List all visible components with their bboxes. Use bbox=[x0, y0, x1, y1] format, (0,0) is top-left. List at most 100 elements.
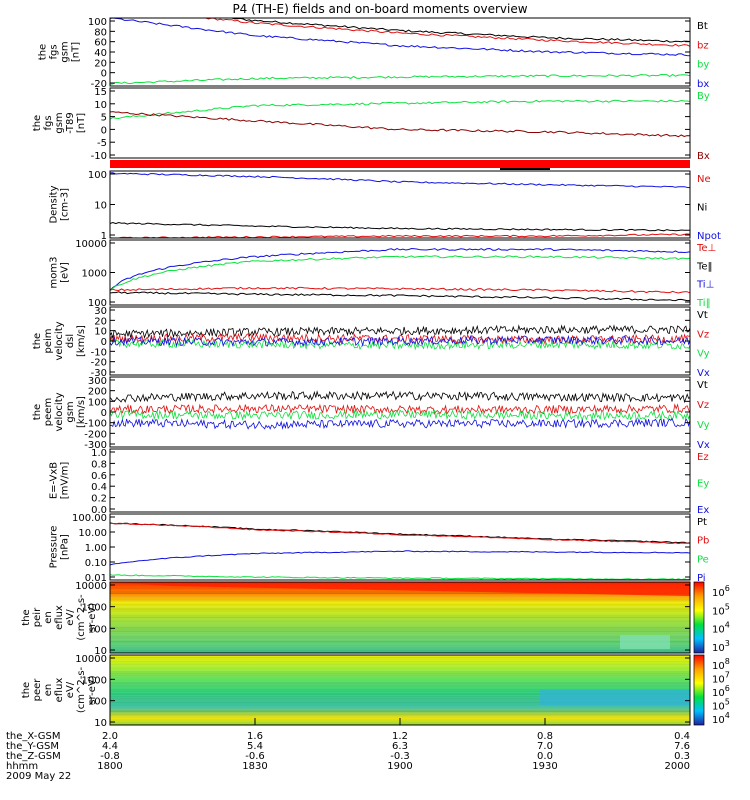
y-axis-label-line: [mV/m] bbox=[60, 462, 71, 500]
legend-Ey: Ey bbox=[697, 479, 709, 490]
series-line-Vz bbox=[109, 403, 691, 416]
spectrogram-texture bbox=[110, 605, 690, 607]
y-tick-label: 10000 bbox=[75, 581, 107, 592]
legend-Vt: Vt bbox=[697, 380, 708, 391]
spectrogram-texture bbox=[110, 710, 690, 712]
legend-Te‖: Te‖ bbox=[696, 261, 713, 272]
series-line-Vx bbox=[109, 417, 691, 430]
series-line-Ne bbox=[109, 233, 691, 239]
y-tick-label: 10 bbox=[94, 201, 107, 212]
spectrogram-texture bbox=[110, 700, 690, 702]
spectrogram-texture bbox=[110, 600, 690, 602]
y-tick-label: 100 bbox=[88, 697, 107, 708]
y-axis-label-line: eV/ bbox=[65, 609, 76, 626]
series-line-Pt bbox=[109, 522, 691, 544]
y-tick-label: 1000 bbox=[82, 675, 107, 686]
y-tick-label: 15 bbox=[94, 87, 107, 98]
spectrogram-texture bbox=[110, 615, 690, 617]
ephemeris-value: 2.0 bbox=[102, 731, 118, 742]
legend-Vt: Vt bbox=[697, 310, 708, 321]
spectrogram-texture bbox=[110, 595, 690, 597]
spectrogram-texture bbox=[110, 628, 690, 630]
legend-by: by bbox=[697, 60, 709, 71]
y-tick-label: 10000 bbox=[75, 654, 107, 665]
spectrogram-texture bbox=[110, 597, 690, 599]
y-tick-label: -30 bbox=[91, 368, 107, 379]
spectrogram-texture bbox=[110, 626, 690, 628]
y-axis-label-line: the bbox=[38, 44, 49, 60]
spectrogram-texture bbox=[110, 607, 690, 609]
y-tick-label: 0 bbox=[101, 69, 107, 80]
y-tick-label: 0.8 bbox=[91, 459, 107, 470]
y-tick-label: 0.6 bbox=[91, 471, 107, 482]
ephemeris-value: 4.4 bbox=[102, 741, 118, 752]
spectrogram-texture bbox=[110, 671, 690, 673]
y-axis-label-line: E=-VxB bbox=[49, 462, 60, 499]
y-axis-label-line: en bbox=[43, 684, 54, 697]
spectrogram-texture bbox=[110, 699, 690, 701]
spectrogram-texture bbox=[110, 698, 690, 700]
y-axis-label-line: (cm^2-s- bbox=[76, 666, 87, 713]
y-tick-label: -100 bbox=[84, 419, 107, 430]
spectrogram-texture bbox=[110, 630, 690, 632]
y-tick-label: 1.0 bbox=[91, 448, 107, 459]
y-tick-label: -20 bbox=[91, 79, 107, 90]
spectrogram-texture bbox=[110, 675, 690, 677]
spectrogram-texture bbox=[110, 656, 690, 658]
spectrogram-texture bbox=[110, 608, 690, 610]
mode-state-bar bbox=[110, 160, 690, 168]
spectrogram-texture bbox=[110, 616, 690, 618]
spectrogram-texture bbox=[110, 610, 690, 612]
y-axis-label-line: the bbox=[21, 682, 32, 698]
spectrogram-texture bbox=[110, 640, 690, 642]
spectrogram-texture bbox=[110, 710, 690, 712]
y-tick-label: 10000 bbox=[75, 239, 107, 250]
series-line-Vy bbox=[109, 408, 691, 421]
spectrogram-texture bbox=[110, 711, 690, 713]
y-tick-label: 10.00 bbox=[78, 528, 107, 539]
spectrogram-texture bbox=[110, 690, 690, 692]
spectrogram-texture bbox=[110, 685, 690, 687]
legend-Ez: Ez bbox=[697, 452, 709, 463]
y-axis-label-line: [km/s] bbox=[76, 396, 87, 428]
series-line-Vt bbox=[109, 390, 691, 404]
spectrogram-texture bbox=[110, 715, 690, 717]
date-label: 2009 May 22 bbox=[6, 771, 71, 782]
spectrogram-texture bbox=[110, 635, 690, 637]
y-tick-label: -20 bbox=[91, 358, 107, 369]
y-tick-label: 0 bbox=[101, 337, 107, 348]
y-tick-label: 10 bbox=[94, 100, 107, 111]
colorbar-tick-label: 103 bbox=[712, 639, 730, 654]
spectrogram-texture bbox=[110, 684, 690, 686]
ephemeris-value: -0.6 bbox=[245, 751, 265, 762]
spectrogram-texture bbox=[110, 595, 690, 597]
spectrogram-texture bbox=[110, 701, 690, 703]
spectrogram-texture bbox=[110, 592, 690, 594]
spectrogram-texture bbox=[110, 643, 690, 645]
ephemeris-value: 7.6 bbox=[674, 741, 690, 752]
y-tick-label: 100.00 bbox=[72, 513, 107, 524]
spectrogram-texture bbox=[110, 693, 690, 695]
spectrogram-texture bbox=[110, 637, 690, 639]
series-line-Ti‖ bbox=[109, 255, 691, 292]
panel-frame bbox=[109, 448, 691, 513]
y-tick-label: 300 bbox=[88, 376, 107, 387]
spectrogram-texture bbox=[110, 617, 690, 619]
y-tick-label: 200 bbox=[88, 387, 107, 398]
y-axis-label-line: Density bbox=[49, 185, 60, 223]
y-axis-label-line: [nT] bbox=[76, 113, 87, 133]
legend-Pt: Pt bbox=[697, 517, 707, 528]
panel-frame bbox=[109, 581, 691, 654]
ephemeris-value: 6.3 bbox=[392, 741, 408, 752]
y-tick-label: 40 bbox=[94, 48, 107, 59]
spectrogram-texture bbox=[110, 677, 690, 679]
spectrogram-texture bbox=[110, 640, 690, 642]
panel-pressure: Pt Pb Pe Pi 100.00 10.00 1.00 0.10 0.01 Pressure[… bbox=[49, 513, 710, 584]
spectrogram-texture bbox=[110, 706, 690, 708]
ephemeris-value: 0.3 bbox=[674, 751, 690, 762]
spectrogram-texture bbox=[110, 593, 690, 595]
